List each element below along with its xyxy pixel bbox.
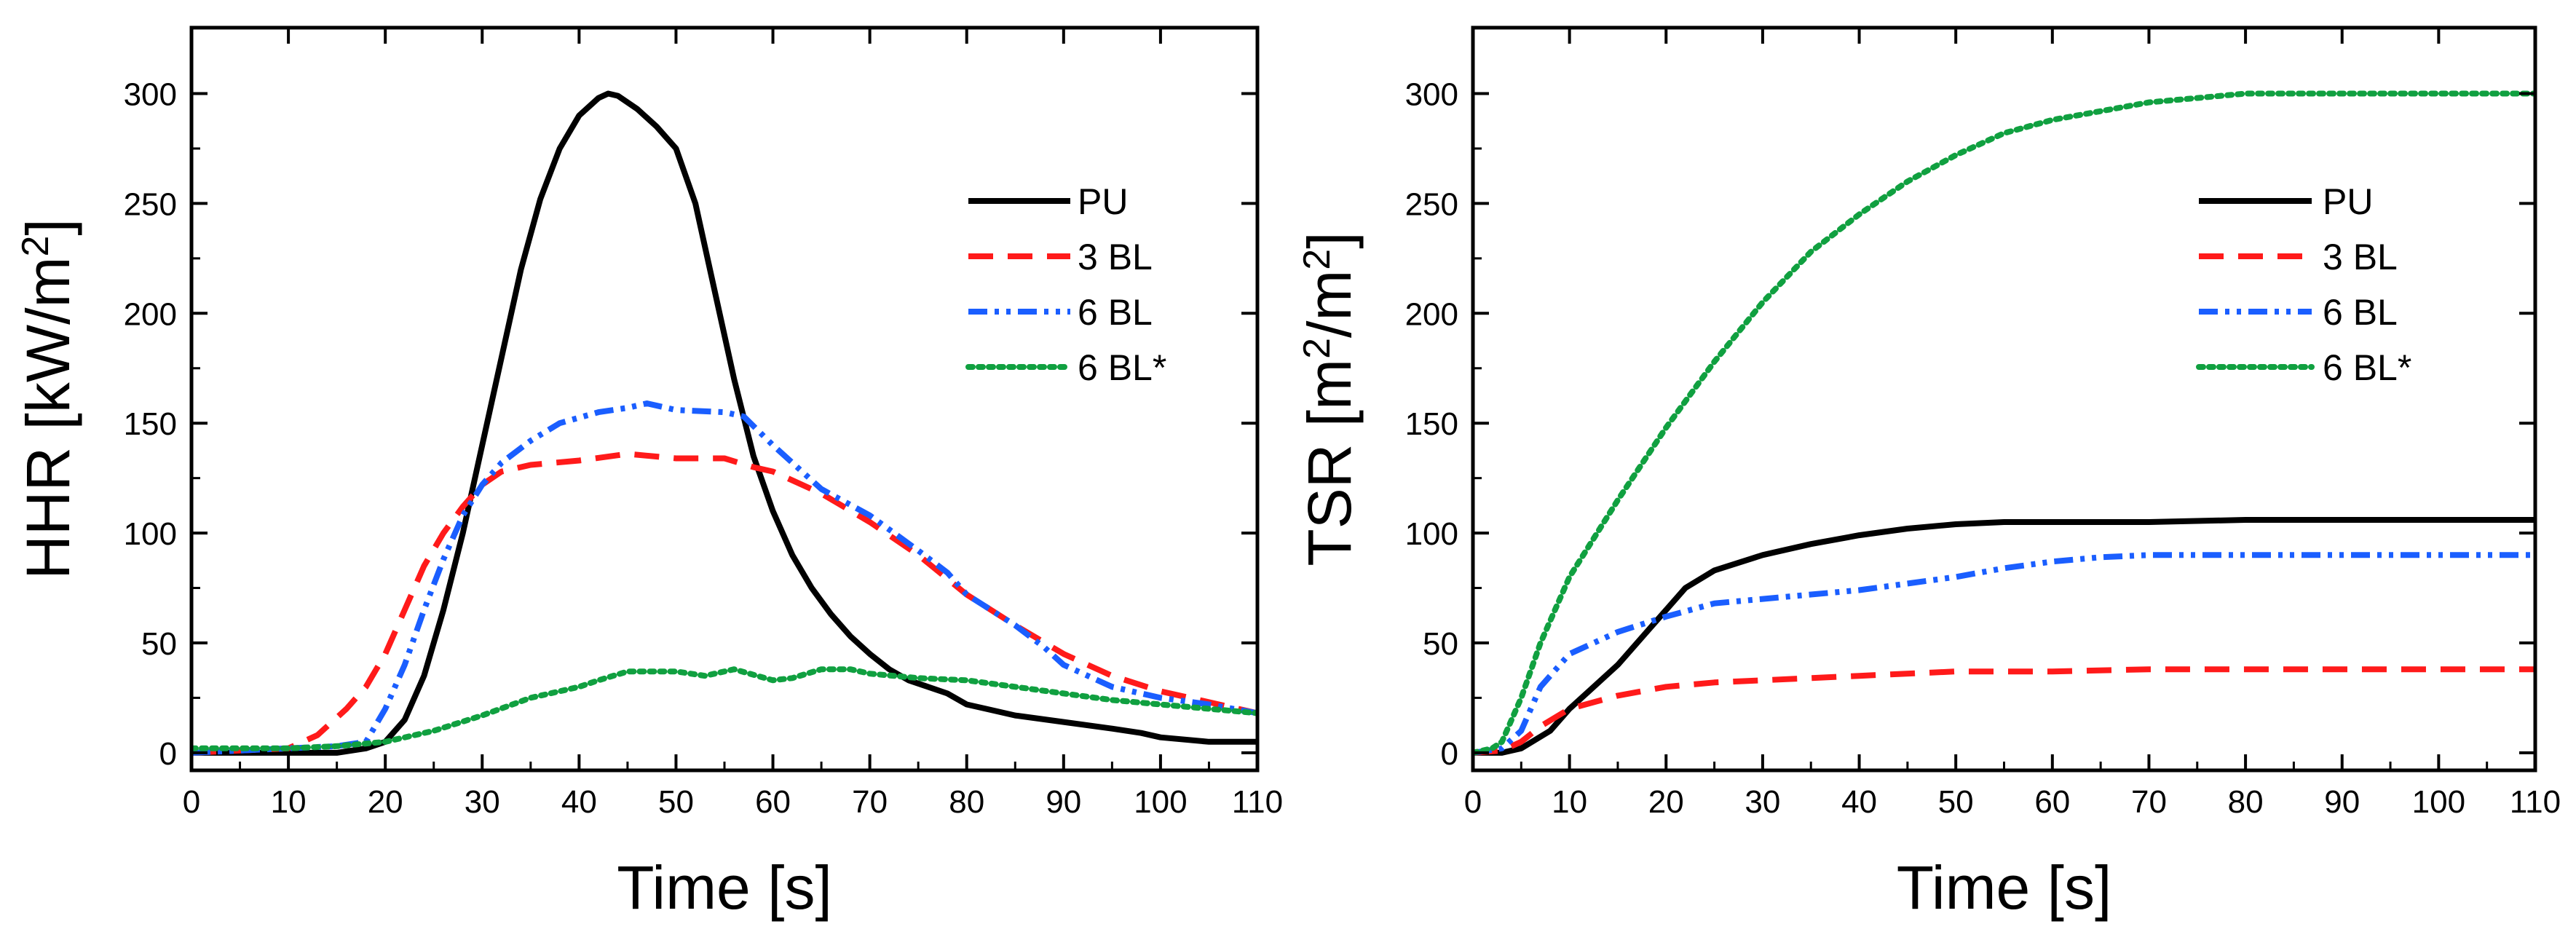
hhr-xtick-label: 90 bbox=[1046, 784, 1081, 820]
tsr-y-axis-title-part: /m bbox=[1295, 270, 1364, 338]
hhr-y-axis-title-part: HHR [kW/m bbox=[14, 257, 82, 580]
tsr-xtick-label: 60 bbox=[2034, 784, 2070, 820]
tsr-xtick-label: 50 bbox=[1938, 784, 1974, 820]
tsr-series-3-bl bbox=[1473, 666, 2535, 756]
tsr-ytick-label: 200 bbox=[1405, 296, 1458, 332]
tsr-series-pu bbox=[1473, 517, 2535, 756]
hhr-y-axis-title-part: ] bbox=[14, 218, 82, 235]
tsr-xtick-label: 20 bbox=[1648, 784, 1684, 820]
hhr-legend-label: 6 BL bbox=[1078, 292, 1153, 333]
hhr-legend-label: 3 BL bbox=[1078, 237, 1153, 277]
tsr-x-axis-title: Time [s] bbox=[1897, 853, 2112, 922]
tsr-y-axis-title-superscript: 2 bbox=[1296, 249, 1338, 270]
hhr-series-3-bl bbox=[191, 451, 1257, 756]
hhr-y-axis-title-superscript: 2 bbox=[15, 236, 57, 257]
tsr-xtick-label: 10 bbox=[1552, 784, 1587, 820]
tsr-xtick-label: 40 bbox=[1841, 784, 1877, 820]
hhr-xtick-label: 0 bbox=[183, 784, 200, 820]
tsr-legend-label: 6 BL bbox=[2323, 292, 2398, 333]
tsr-y-axis-title: TSR [m2/m2] bbox=[1295, 232, 1364, 566]
hhr-legend-label: PU bbox=[1078, 181, 1128, 222]
tsr-legend-label: 6 BL* bbox=[2323, 347, 2411, 388]
tsr-xtick-label: 0 bbox=[1464, 784, 1482, 820]
hhr-legend-label: 6 BL* bbox=[1078, 347, 1166, 388]
hhr-xtick-label: 70 bbox=[852, 784, 888, 820]
hhr-xtick-label: 50 bbox=[658, 784, 694, 820]
tsr-xtick-label: 110 bbox=[2510, 784, 2561, 820]
tsr-series-group bbox=[1473, 90, 2535, 756]
tsr-y-axis-title-superscript: 2 bbox=[1296, 338, 1338, 359]
tsr-chart: 0 10 20 30 40 50 60 70 80 90 100 110 0 50 100 150 200 250… bbox=[1295, 25, 2561, 922]
hhr-ytick-label: 50 bbox=[141, 626, 177, 662]
tsr-ytick-label: 250 bbox=[1405, 186, 1458, 222]
hhr-xtick-label: 80 bbox=[949, 784, 984, 820]
hhr-ytick-label: 150 bbox=[124, 406, 177, 442]
hhr-xtick-label: 20 bbox=[368, 784, 403, 820]
tsr-ytick-label: 0 bbox=[1441, 736, 1458, 772]
hhr-ytick-label: 250 bbox=[124, 186, 177, 222]
hhr-ytick-label: 0 bbox=[159, 736, 177, 772]
hhr-series-pu bbox=[191, 90, 1257, 756]
tsr-legend-label: 3 BL bbox=[2323, 237, 2398, 277]
hhr-xtick-label: 60 bbox=[755, 784, 791, 820]
hhr-x-axis-title: Time [s] bbox=[617, 853, 832, 922]
hhr-xtick-label: 110 bbox=[1232, 784, 1283, 820]
tsr-y-axis-title-part: ] bbox=[1295, 232, 1364, 248]
hhr-y-axis-title: HHR [kW/m2] bbox=[14, 218, 82, 580]
tsr-series-6-bl bbox=[1473, 552, 2535, 756]
hhr-xtick-label: 100 bbox=[1134, 784, 1187, 820]
tsr-y-axis-title-part: TSR [m bbox=[1295, 359, 1364, 566]
hhr-series-6-bl bbox=[191, 666, 1257, 751]
hhr-chart: 0 10 20 30 40 50 60 70 80 90 100 110 0 50 100 150 200 250… bbox=[14, 25, 1283, 922]
hhr-xtick-label: 10 bbox=[271, 784, 307, 820]
hhr-xtick-label: 40 bbox=[561, 784, 597, 820]
hhr-xtick-label: 30 bbox=[465, 784, 500, 820]
tsr-xtick-label: 70 bbox=[2131, 784, 2167, 820]
tsr-legend: PU 3 BL 6 BL 6 BL* bbox=[2196, 181, 2411, 388]
hhr-ytick-label: 200 bbox=[124, 296, 177, 332]
tsr-xtick-label: 80 bbox=[2228, 784, 2264, 820]
hhr-series-group bbox=[191, 90, 1257, 756]
hhr-ytick-label: 300 bbox=[124, 77, 177, 113]
hhr-plot-frame bbox=[189, 25, 1260, 773]
hhr-series-6-bl bbox=[191, 400, 1257, 756]
tsr-xtick-label: 30 bbox=[1745, 784, 1780, 820]
hhr-legend: PU 3 BL 6 BL 6 BL* bbox=[965, 181, 1166, 388]
tsr-ytick-label: 150 bbox=[1405, 406, 1458, 442]
tsr-plot-frame bbox=[1471, 25, 2537, 773]
tsr-xtick-label: 90 bbox=[2324, 784, 2360, 820]
tsr-xtick-label: 100 bbox=[2412, 784, 2465, 820]
tsr-ytick-label: 100 bbox=[1405, 516, 1458, 552]
tsr-ytick-label: 50 bbox=[1423, 626, 1458, 662]
tsr-ytick-label: 300 bbox=[1405, 77, 1458, 113]
tsr-legend-label: PU bbox=[2323, 181, 2373, 222]
hhr-ytick-label: 100 bbox=[124, 516, 177, 552]
tsr-series-6-bl bbox=[1473, 90, 2535, 756]
